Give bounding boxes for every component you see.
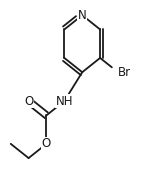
Text: O: O xyxy=(24,95,33,108)
Text: O: O xyxy=(42,137,51,150)
Text: N: N xyxy=(78,9,87,22)
Text: Br: Br xyxy=(118,66,131,79)
Text: NH: NH xyxy=(56,95,73,108)
